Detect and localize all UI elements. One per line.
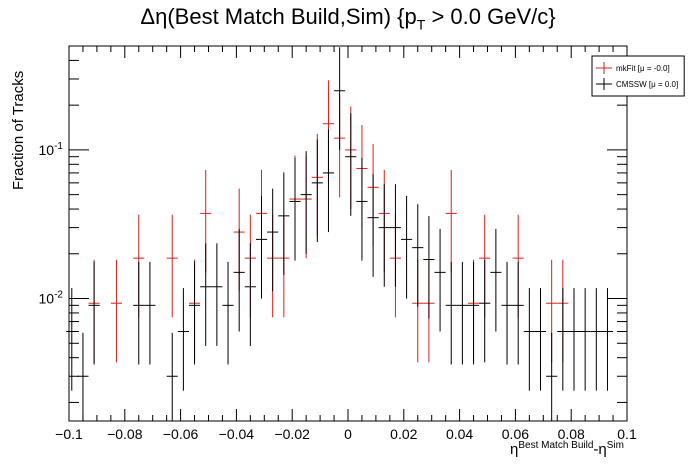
x-tick-label: −0.04 [219,426,255,442]
chart-title: Δη(Best Match Build,Sim) {pT > 0.0 GeV/c… [140,4,556,33]
y-tick-label: 10-2 [39,290,64,307]
legend-entry-label: CMSSW [μ = 0.0] [616,80,678,89]
x-tick-label: 0 [344,426,352,442]
x-tick-label: −0.08 [107,426,143,442]
x-tick-label: 0.02 [390,426,417,442]
x-tick-label: −0.06 [163,426,199,442]
x-tick-label: 0.04 [446,426,473,442]
legend-box [591,55,685,97]
x-tick-label: 0.08 [558,426,585,442]
plot-frame [68,45,628,422]
x-tick-label: −0.02 [274,426,310,442]
legend-entry-label: mkFit [μ = -0.0] [616,64,670,73]
x-tick-label: −0.1 [55,426,83,442]
x-tick-label: 0.1 [617,426,637,442]
x-tick-label: 0.06 [502,426,529,442]
x-axis-label: ηBest Match Build-ηSim [510,440,624,458]
y-tick-label: 10-1 [39,141,64,158]
